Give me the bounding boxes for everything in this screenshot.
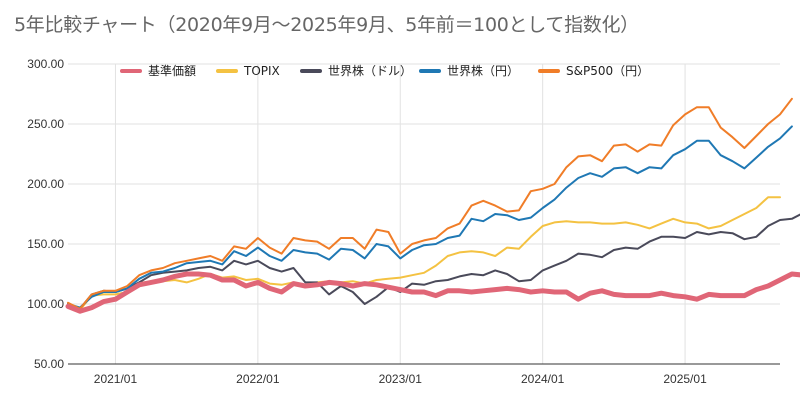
series-line-4: [67, 97, 793, 310]
y-tick-label: 200.00: [27, 177, 64, 191]
y-tick-label: 100.00: [27, 297, 64, 311]
legend-item-2: 世界株（ドル）: [300, 63, 412, 78]
legend-label: 世界株（ドル）: [328, 63, 412, 78]
legend-item-1: TOPIX: [216, 64, 280, 78]
x-tick-label: 2024/01: [521, 372, 565, 386]
x-tick-label: 2025/01: [663, 372, 707, 386]
legend-item-4: S&P500（円）: [538, 64, 649, 78]
grid-layer: [68, 63, 780, 365]
legend-item-0: 基準価額: [120, 63, 196, 78]
legend-label: 基準価額: [148, 63, 196, 78]
y-tick-label: 150.00: [27, 237, 64, 251]
series-layer: [65, 97, 800, 314]
series-line-2: [67, 213, 800, 310]
series-line-3: [67, 125, 793, 309]
series-line-0: [65, 271, 800, 314]
y-tick-label: 250.00: [27, 117, 64, 131]
legend: 基準価額 TOPIX 世界株（ドル） 世界株（円） S&P500（円）: [120, 63, 649, 78]
legend-item-3: 世界株（円）: [419, 63, 519, 78]
chart-title: 5年比較チャート（2020年9月～2025年9月、5年前＝100として指数化）: [14, 14, 639, 36]
axis-layer: 300.00 250.00 200.00 150.00 100.00 50.00 2021/…: [27, 57, 780, 386]
legend-label: TOPIX: [243, 64, 280, 78]
y-tick-label: 50.00: [34, 357, 64, 371]
x-tick-label: 2023/01: [379, 372, 423, 386]
legend-label: 世界株（円）: [447, 63, 519, 78]
y-tick-label: 300.00: [27, 57, 64, 71]
x-tick-label: 2021/01: [94, 372, 138, 386]
x-tick-label: 2022/01: [236, 372, 280, 386]
legend-label: S&P500（円）: [566, 64, 649, 78]
series-line-1: [67, 196, 781, 311]
